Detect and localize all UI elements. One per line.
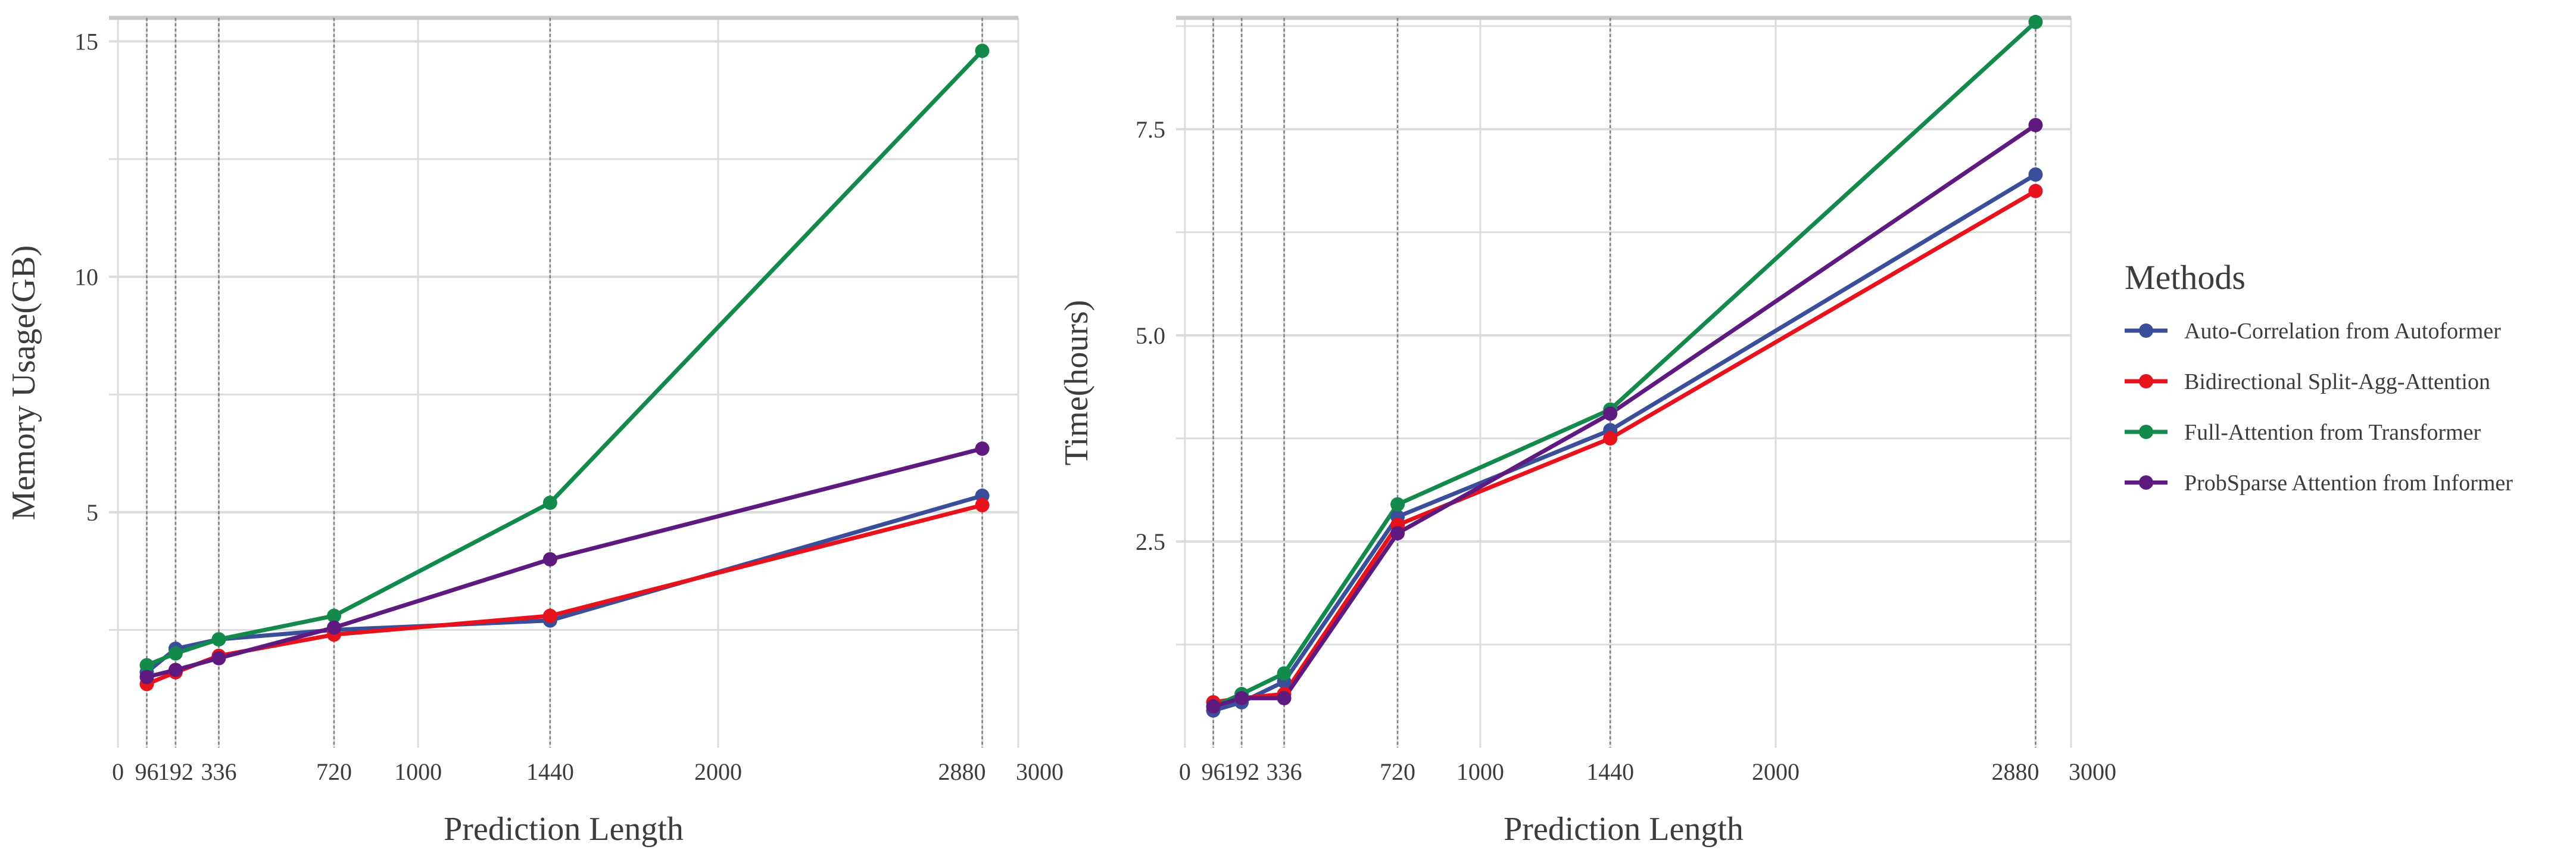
time-bidirectional-line xyxy=(1211,189,2038,705)
time-xtick-label: 336 xyxy=(1267,758,1302,785)
memory-xlabel: Prediction Length xyxy=(444,811,684,848)
memory-ytick-label: 15 xyxy=(74,29,98,55)
time-xtick-label: 1000 xyxy=(1457,758,1504,785)
time-ytick-label: 2.5 xyxy=(1136,528,1165,555)
legend-swatch-point xyxy=(2139,475,2153,490)
memory-full-attention-line xyxy=(144,48,985,668)
time-probsparse-point xyxy=(1603,406,1618,421)
legend-item: Auto-Correlation from Autoformer xyxy=(2125,319,2501,344)
memory-xtick-label: 1440 xyxy=(526,758,574,785)
memory-xtick-label: 2000 xyxy=(694,758,742,785)
legend-item: Full-Attention from Transformer xyxy=(2125,420,2481,445)
memory-full-attention-point xyxy=(542,496,557,511)
memory-full-attention-point xyxy=(211,632,226,647)
time-xtick-label: 192 xyxy=(1224,758,1259,785)
time-xtick-label: 2000 xyxy=(1752,758,1800,785)
legend-swatch-point xyxy=(2139,425,2153,439)
time-probsparse-point xyxy=(1206,699,1221,714)
legend-label: Bidirectional Split-Agg-Attention xyxy=(2184,369,2490,394)
time-probsparse-point xyxy=(1234,690,1249,705)
memory-probsparse-point xyxy=(975,441,990,456)
time-xtick-label: 96 xyxy=(1202,758,1225,785)
memory-xtick-label: 0 xyxy=(112,758,124,785)
memory-xtick-label: 3000 xyxy=(1016,758,1064,785)
time-xtick-label: 1440 xyxy=(1586,758,1634,785)
time-full-attention-point xyxy=(1277,666,1292,681)
memory-ytick-label: 10 xyxy=(74,264,98,291)
memory-full-attention-point xyxy=(139,658,154,673)
memory-bidirectional-point xyxy=(975,497,990,512)
legend-item: Bidirectional Split-Agg-Attention xyxy=(2125,369,2490,394)
memory-xtick-label: 720 xyxy=(316,758,352,785)
time-xtick-label: 0 xyxy=(1179,758,1191,785)
time-ylabel: Time(hours) xyxy=(1058,300,1095,466)
memory-ylabel: Memory Usage(GB) xyxy=(5,245,42,521)
time-xlabel: Prediction Length xyxy=(1504,811,1744,848)
legend-swatch-point xyxy=(2139,374,2153,388)
memory-probsparse-point xyxy=(139,670,154,684)
memory-xtick-label: 2880 xyxy=(938,758,986,785)
time-probsparse-point xyxy=(2028,117,2043,132)
time-xtick-label: 3000 xyxy=(2069,758,2116,785)
legend-label: ProbSparse Attention from Informer xyxy=(2184,471,2513,496)
time-auto-correlation-line xyxy=(1211,172,2038,713)
memory-xtick-label: 336 xyxy=(201,758,236,785)
legend-swatch-point xyxy=(2139,323,2153,338)
time-probsparse-line xyxy=(1211,123,2038,709)
time-xtick-label: 720 xyxy=(1380,758,1415,785)
memory-probsparse-point xyxy=(211,651,226,665)
legend-title: Methods xyxy=(2125,258,2246,297)
memory-full-attention-point xyxy=(975,43,990,58)
memory-bidirectional-point xyxy=(542,608,557,623)
time-probsparse-point xyxy=(1277,690,1292,705)
legend: Methods Auto-Correlation from Autoformer B… xyxy=(2125,258,2513,496)
time-bidirectional-point xyxy=(1603,431,1618,446)
memory-ytick-label: 5 xyxy=(86,499,98,526)
legend-item: ProbSparse Attention from Informer xyxy=(2125,471,2513,496)
memory-full-attention-point xyxy=(168,646,183,661)
time-ytick-label: 5.0 xyxy=(1136,322,1165,349)
time-xtick-label: 2880 xyxy=(1991,758,2039,785)
time-full-attention-point xyxy=(1390,497,1405,512)
memory-xtick-label: 96 xyxy=(135,758,158,785)
legend-label: Full-Attention from Transformer xyxy=(2184,420,2481,445)
time-probsparse-point xyxy=(1390,526,1405,541)
memory-probsparse-point xyxy=(326,620,341,635)
memory-probsparse-point xyxy=(542,552,557,567)
memory-probsparse-point xyxy=(168,662,183,677)
memory-full-attention-point xyxy=(326,608,341,623)
memory-probsparse-line xyxy=(144,446,985,679)
memory-xtick-label: 1000 xyxy=(394,758,442,785)
time-ytick-label: 7.5 xyxy=(1136,116,1165,143)
time-full-attention-point xyxy=(2028,14,2043,29)
memory-xtick-label: 192 xyxy=(158,758,194,785)
time-bidirectional-point xyxy=(2028,183,2043,198)
legend-label: Auto-Correlation from Autoformer xyxy=(2184,319,2501,344)
time-auto-correlation-point xyxy=(2028,167,2043,182)
